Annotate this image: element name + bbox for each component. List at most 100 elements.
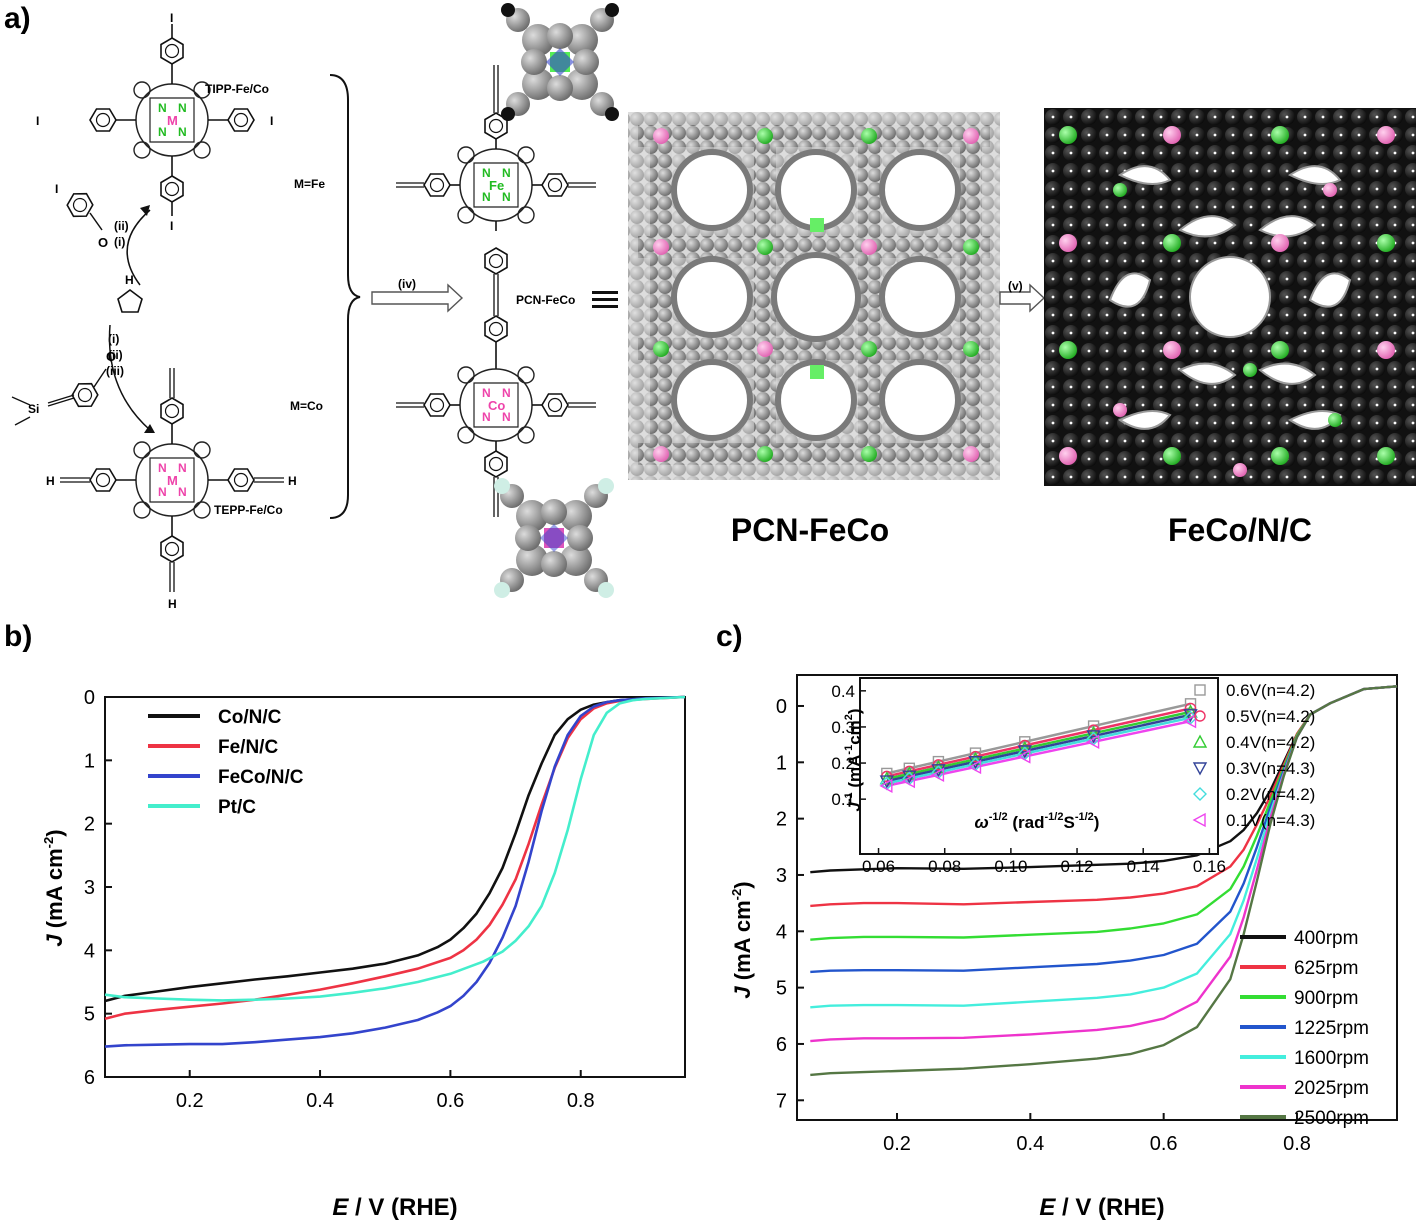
svg-text:N: N xyxy=(502,190,511,204)
svg-text:H: H xyxy=(46,474,55,488)
pcn-co-unit: N N N N Co xyxy=(396,315,596,517)
inset-legend-label-0-4v-n-4-2: 0.4V(n=4.2) xyxy=(1226,733,1315,752)
inset-legend-label-0-6v-n-4-2: 0.6V(n=4.2) xyxy=(1226,681,1315,700)
chart-b: 0 1 2 3 4 5 6 0.2 0.4 0.6 0.8 Co/N/C Fe/N/C FeCo/N/… xyxy=(41,687,686,1221)
inset-point-0-5v-n-4-2 xyxy=(1087,724,1100,736)
svg-text:Co: Co xyxy=(488,398,505,413)
chart-b-legend: Co/N/C Fe/N/C FeCo/N/C Pt/C xyxy=(148,707,304,818)
svg-text:N: N xyxy=(482,190,491,204)
y-tick-label: 6 xyxy=(776,1034,787,1056)
chart-c-yticks: 0 1 2 3 4 5 6 7 xyxy=(776,696,804,1112)
reaction-arrow-bottom xyxy=(108,324,151,431)
y-tick-label: 2 xyxy=(84,814,95,836)
inset-x-tick-label: 0.06 xyxy=(862,857,895,876)
step-i-bot: (i) xyxy=(108,332,119,346)
m-co-label: M=Co xyxy=(290,399,323,413)
inset-point-0-1v-n-4-3 xyxy=(1017,749,1031,764)
y-tick-label: 4 xyxy=(84,940,95,962)
iodobenzaldehyde: I O xyxy=(55,182,108,250)
inset-legend-marker-0-3v-n-4-3 xyxy=(1192,762,1208,776)
x-tick-label: 0.6 xyxy=(1150,1133,1178,1155)
inset-point-0-6v-n-4-2 xyxy=(881,767,893,780)
series-line-2500rpm xyxy=(810,685,1398,1077)
series-line-co-n-c xyxy=(104,695,686,1003)
inset-point-0-1v-n-4-3 xyxy=(968,759,982,775)
n-atom-label: N xyxy=(178,125,187,139)
panel-label-a: a) xyxy=(4,2,31,35)
inset-y-tick-label: 0.2 xyxy=(831,754,855,773)
x-tick-label: 0.2 xyxy=(883,1133,911,1155)
panel-label-b: b) xyxy=(4,620,33,653)
fe-porphyrin-model xyxy=(501,3,619,121)
svg-text:N: N xyxy=(178,485,187,499)
inset-point-0-5v-n-4-2 xyxy=(1184,702,1197,715)
svg-text:N: N xyxy=(502,410,511,424)
chart-b-frame xyxy=(104,696,686,1078)
x-tick-label: 0.6 xyxy=(436,1090,464,1112)
y-tick-label: 5 xyxy=(84,1004,95,1026)
inset-legend-label-0-2v-n-4-2: 0.2V(n=4.2) xyxy=(1226,785,1315,804)
y-tick-label: 3 xyxy=(776,865,787,887)
inset-legend-marker-0-1v-n-4-3 xyxy=(1192,812,1206,828)
inset-y-tick-label: 0.4 xyxy=(831,682,855,701)
inset-y-tick-label: 0.3 xyxy=(831,718,855,737)
chart-c-legend: 400rpm 625rpm 900rpm 1225rpm 1600rpm 2025rpm 2… xyxy=(1240,928,1369,1129)
svg-text:N: N xyxy=(482,386,491,400)
svg-text:Si: Si xyxy=(28,402,39,416)
pcn-inline-label: PCN-FeCo xyxy=(516,293,575,307)
iodine-label: I xyxy=(170,11,173,25)
inset-point-0-1v-n-4-3 xyxy=(879,778,893,794)
chart-c-ylabel: J (mA cm-2) xyxy=(729,881,755,998)
legend-label-900rpm: 900rpm xyxy=(1294,988,1358,1009)
x-tick-label: 0.8 xyxy=(1283,1133,1311,1155)
svg-text:I: I xyxy=(55,182,58,196)
inset-legend-marker-0-2v-n-4-2 xyxy=(1193,787,1207,801)
feco-n-c-caption: FeCo/N/C xyxy=(1168,512,1312,548)
y-tick-label: 3 xyxy=(84,877,95,899)
iodine-label: I xyxy=(170,219,173,233)
legend-label-1600rpm: 1600rpm xyxy=(1294,1048,1369,1069)
metal-label: M xyxy=(167,113,178,128)
inset-legend-label-0-3v-n-4-3: 0.3V(n=4.3) xyxy=(1226,759,1315,778)
iodine-label: I xyxy=(270,114,273,128)
y-tick-label: 6 xyxy=(84,1067,95,1089)
svg-text:N: N xyxy=(482,166,491,180)
inset-x-tick-label: 0.12 xyxy=(1060,857,1093,876)
reaction-arrow-top xyxy=(126,209,151,286)
svg-text:H: H xyxy=(125,273,134,287)
y-tick-label: 0 xyxy=(84,687,95,709)
y-tick-label: 7 xyxy=(776,1090,787,1112)
tepp-porphyrin: H H H N N N N M xyxy=(46,368,297,610)
svg-text:N: N xyxy=(502,166,511,180)
inset-x-tick-label: 0.10 xyxy=(994,857,1027,876)
tipp-label: TIPP-Fe/Co xyxy=(205,82,269,96)
legend-label-2025rpm: 2025rpm xyxy=(1294,1078,1369,1099)
legend-label-1225rpm: 1225rpm xyxy=(1294,1018,1369,1039)
inset-xticks: 0.06 0.08 0.10 0.12 0.14 0.16 xyxy=(862,848,1226,876)
n-atom-label: N xyxy=(178,101,187,115)
inset-point-0-4v-n-4-2 xyxy=(879,771,894,785)
scheme-panel: N N N N M I I I I TIPP-Fe/Co I O (ii) (i… xyxy=(11,3,1416,610)
inset-xlabel: ω-1/2 (rad-1/2S-1/2) xyxy=(975,811,1100,832)
svg-text:N: N xyxy=(158,485,167,499)
tms-benzaldehyde: Si O xyxy=(11,349,116,426)
pcn-feco-caption: PCN-FeCo xyxy=(730,512,890,548)
arrow-iv xyxy=(371,283,464,313)
step-iii-bot: (iii) xyxy=(106,364,124,378)
arrow-v xyxy=(999,283,1046,313)
inset-plot xyxy=(879,698,1198,794)
inset-point-0-4v-n-4-2 xyxy=(902,766,917,780)
chart-b-xlabel: E / V (RHE) xyxy=(332,1194,457,1221)
inset-legend-marker-0-5v-n-4-2 xyxy=(1194,710,1206,722)
svg-text:N: N xyxy=(482,410,491,424)
chart-c: 0 1 2 3 4 5 6 7 0.2 0.4 0.6 0.8 400rpm 625rpm 900rpm… xyxy=(729,674,1398,1221)
inset-x-tick-label: 0.08 xyxy=(928,857,961,876)
chart-b-xticks: 0.2 0.4 0.6 0.8 xyxy=(176,1070,595,1112)
y-tick-label: 5 xyxy=(776,978,787,1000)
legend-label-625rpm: 625rpm xyxy=(1294,958,1358,979)
inset-point-0-1v-n-4-3 xyxy=(901,773,916,789)
inset-legend-label-0-1v-n-4-3: 0.1V(n=4.3) xyxy=(1226,811,1315,830)
y-tick-label: 1 xyxy=(84,750,95,772)
inset-legend-marker-0-4v-n-4-2 xyxy=(1192,734,1208,748)
x-tick-label: 0.2 xyxy=(176,1090,204,1112)
